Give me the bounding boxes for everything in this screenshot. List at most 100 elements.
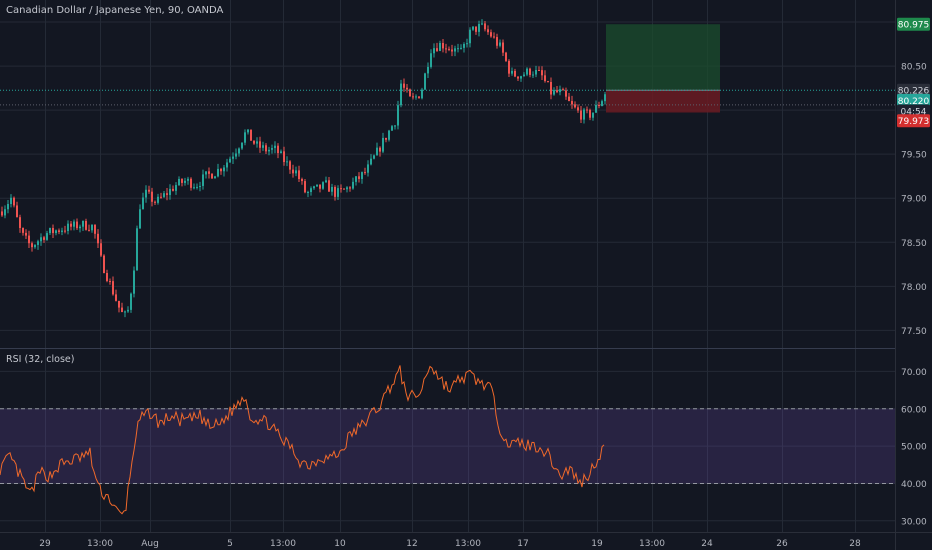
candle-body — [205, 171, 207, 175]
countdown-badge-label: 04:54 — [901, 108, 927, 118]
candle-body — [298, 170, 300, 180]
rsi-tick-label: 60.00 — [901, 405, 927, 415]
time-label: 24 — [701, 539, 713, 549]
candle-body — [355, 176, 357, 182]
candle-body — [409, 89, 411, 97]
candle-body — [340, 188, 342, 190]
candle-body — [226, 162, 228, 168]
candle-body — [346, 187, 348, 190]
candle-body — [400, 83, 402, 106]
candle-body — [481, 23, 483, 25]
candle-body — [121, 307, 123, 313]
candle-body — [166, 193, 168, 195]
candle-body — [505, 52, 507, 61]
candle-body — [583, 109, 585, 120]
entry-badge — [897, 83, 930, 97]
candle-body — [415, 96, 417, 98]
candle-body — [304, 181, 306, 193]
rsi-tick-label: 70.00 — [901, 368, 927, 378]
candle-body — [244, 132, 246, 143]
candle-body — [127, 309, 129, 312]
candle-body — [307, 192, 309, 194]
time-label: 13:00 — [639, 539, 665, 549]
candle-body — [28, 235, 30, 244]
candle-body — [430, 53, 432, 67]
candle-body — [181, 178, 183, 183]
candle-body — [238, 148, 240, 154]
candle-body — [427, 66, 429, 74]
candle-body — [538, 69, 540, 71]
candle-body — [394, 125, 396, 127]
candle-body — [217, 168, 219, 177]
candle-body — [403, 83, 405, 88]
candle-body — [463, 44, 465, 48]
candle-body — [358, 176, 360, 179]
candle-body — [502, 42, 504, 53]
price-candles[interactable] — [1, 19, 606, 318]
price-axis[interactable]: 77.50 78.00 78.50 79.00 79.50 80.50 — [901, 63, 927, 337]
candle-body — [187, 178, 189, 181]
entry-badge-label: 80.226 — [898, 87, 930, 97]
candle-body — [283, 151, 285, 163]
candle-body — [511, 70, 513, 74]
target-badge — [897, 17, 930, 31]
time-axis[interactable]: 29 13:00 Aug 5 13:00 10 12 13:00 17 19 13:00 24 26 28 — [39, 539, 861, 549]
candle-body — [382, 137, 384, 152]
time-label: 28 — [849, 539, 861, 549]
candle-body — [61, 230, 63, 232]
candle-body — [361, 172, 363, 179]
candle-body — [325, 180, 327, 183]
candle-body — [469, 29, 471, 44]
time-label: 13:00 — [455, 539, 481, 549]
rsi-band-fill — [0, 408, 895, 484]
price-tick-label: 79.00 — [901, 195, 927, 205]
candle-body — [418, 96, 420, 99]
candle-body — [196, 186, 198, 188]
rsi-tick-label: 50.00 — [901, 443, 927, 453]
candle-body — [586, 109, 588, 111]
candle-body — [454, 48, 456, 52]
candle-body — [43, 237, 45, 240]
candle-body — [565, 90, 567, 97]
price-tick-label: 79.50 — [901, 151, 927, 161]
candle-body — [274, 145, 276, 149]
target-zone — [606, 24, 720, 91]
candle-body — [31, 243, 33, 248]
candle-body — [460, 47, 462, 49]
time-label: 13:00 — [270, 539, 296, 549]
candle-body — [385, 137, 387, 140]
candle-body — [301, 179, 303, 182]
candle-body — [97, 233, 99, 244]
candle-body — [148, 189, 150, 192]
candle-body — [247, 129, 249, 133]
price-tick-label: 78.50 — [901, 239, 927, 249]
candle-body — [364, 172, 366, 174]
candle-body — [514, 70, 516, 77]
time-label: 5 — [227, 539, 233, 549]
candle-body — [106, 273, 108, 282]
candle-body — [508, 60, 510, 74]
candle-body — [235, 153, 237, 157]
time-label: 12 — [406, 539, 417, 549]
target-badge-label: 80.975 — [898, 21, 930, 31]
candle-body — [328, 180, 330, 192]
candle-body — [100, 243, 102, 256]
candle-body — [85, 220, 87, 230]
rsi-axis[interactable]: 30.00 40.00 50.00 60.00 70.00 — [901, 368, 927, 527]
candle-body — [229, 158, 231, 163]
candle-body — [532, 74, 534, 76]
candle-body — [250, 129, 252, 141]
candle-body — [475, 26, 477, 32]
price-tick-label: 77.50 — [901, 327, 927, 337]
rsi-tick-label: 30.00 — [901, 517, 927, 527]
candle-body — [64, 230, 66, 232]
position-zones[interactable] — [606, 24, 720, 113]
candle-body — [199, 185, 201, 187]
candle-body — [133, 270, 135, 294]
stop-badge-label: 79.973 — [898, 117, 930, 127]
candle-body — [118, 300, 120, 308]
candle-body — [58, 230, 60, 232]
candle-body — [439, 42, 441, 51]
candle-body — [157, 196, 159, 203]
